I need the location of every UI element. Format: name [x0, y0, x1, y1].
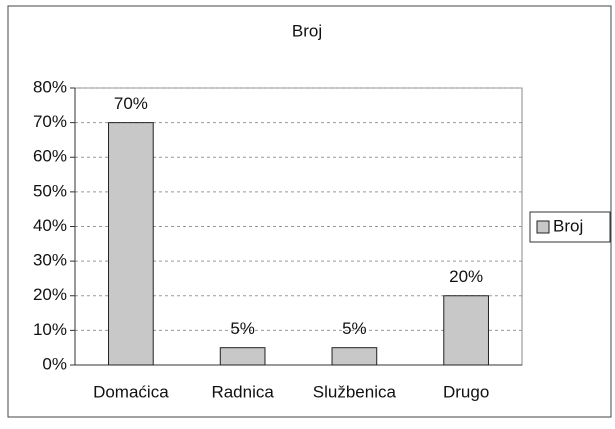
bar — [219, 347, 266, 366]
y-tick-label: 0% — [42, 354, 67, 373]
y-tick-label: 20% — [33, 285, 67, 304]
y-tick-label: 50% — [33, 181, 67, 200]
x-tick-label: Službenica — [313, 382, 397, 401]
y-tick-label: 40% — [33, 216, 67, 235]
bar — [443, 295, 489, 366]
chart-title: Broj — [292, 21, 322, 40]
x-tick-label: Drugo — [443, 382, 489, 401]
y-tick-label: 30% — [33, 251, 67, 270]
bar — [331, 347, 378, 366]
data-label: 20% — [449, 267, 483, 286]
y-tick-label: 60% — [33, 147, 67, 166]
data-label: 5% — [342, 319, 367, 338]
bar — [108, 122, 154, 366]
chart-frame — [7, 5, 612, 418]
y-tick-label: 80% — [33, 77, 67, 96]
y-tick-label: 70% — [33, 112, 67, 131]
data-label: 70% — [114, 94, 148, 113]
legend-swatch — [536, 220, 550, 234]
y-tick-label: 10% — [33, 320, 67, 339]
legend-label: Broj — [553, 216, 583, 235]
x-tick-label: Domaćica — [93, 382, 169, 401]
data-label: 5% — [230, 319, 255, 338]
x-tick-label: Radnica — [211, 382, 274, 401]
